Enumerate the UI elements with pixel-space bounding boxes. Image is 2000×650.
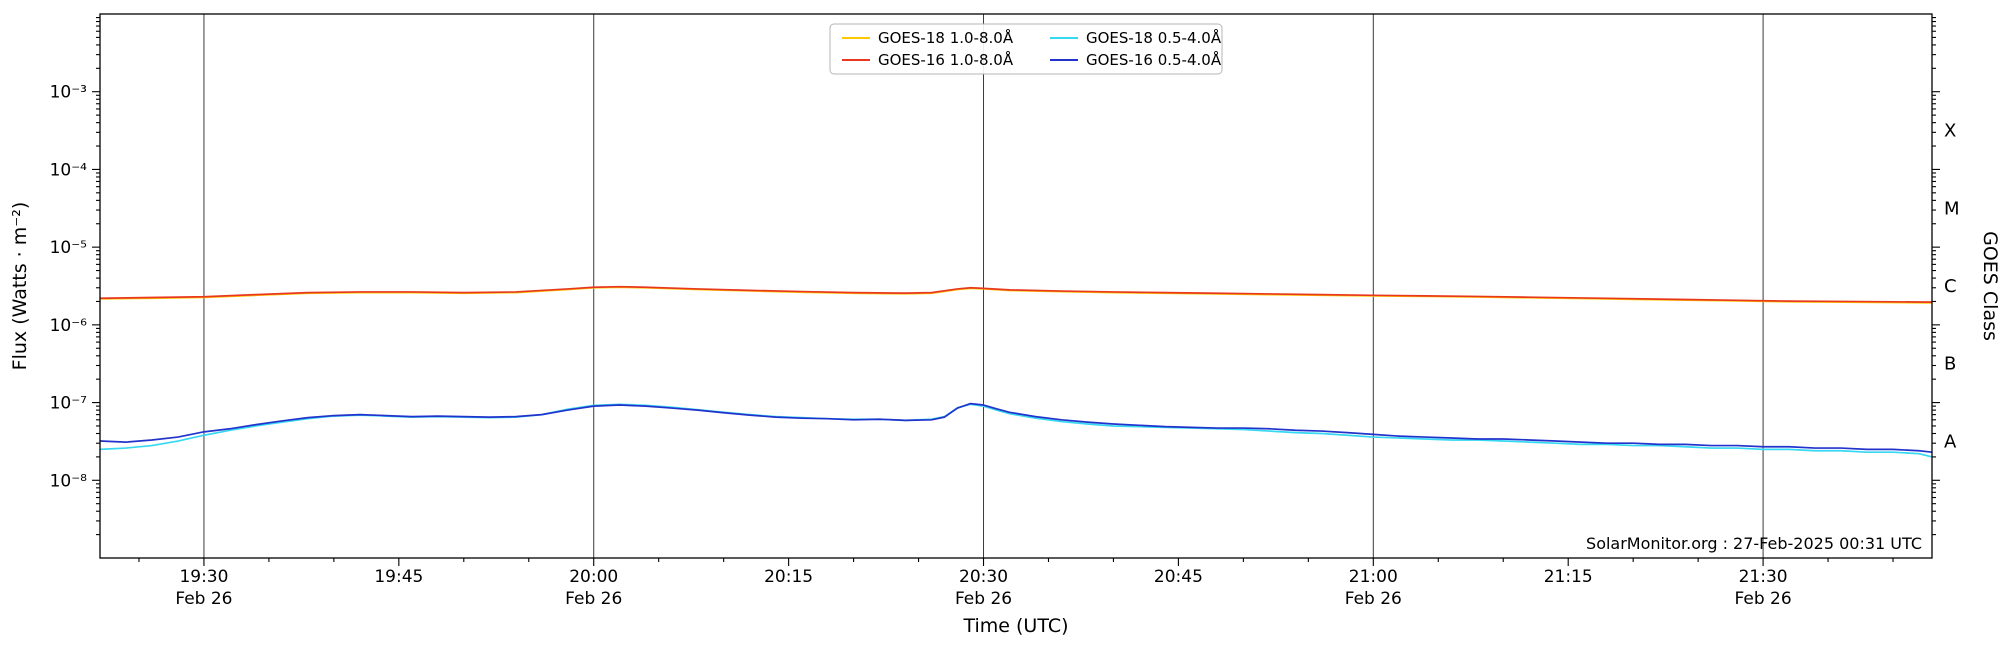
legend-label: GOES-18 0.5-4.0Å [1086, 28, 1222, 47]
x-axis-title: Time (UTC) [962, 615, 1068, 637]
y-tick-label: 10⁻⁴ [50, 160, 88, 180]
x-tick-label: 21:00 [1349, 567, 1398, 587]
legend-label: GOES-16 1.0-8.0Å [878, 50, 1014, 69]
x-tick-label: 21:15 [1544, 567, 1593, 587]
plot-border [99, 13, 1933, 559]
series-line [100, 402, 1932, 454]
series-line [100, 285, 1932, 303]
y-tick-label: 10⁻⁵ [50, 238, 87, 258]
y-tick-label: 10⁻⁶ [50, 316, 88, 336]
x-tick-date-label: Feb 26 [1345, 589, 1402, 609]
x-tick-label: 19:45 [374, 567, 423, 587]
x-tick-label: 20:45 [1154, 567, 1203, 587]
y-tick-label: 10⁻⁷ [50, 394, 88, 414]
x-tick-date-label: Feb 26 [1735, 589, 1792, 609]
series-line [100, 403, 1932, 458]
goes-class-letter: M [1944, 198, 1960, 219]
x-tick-date-label: Feb 26 [175, 589, 232, 609]
x-tick-label: 19:30 [179, 567, 228, 587]
legend-box [829, 23, 1223, 75]
x-tick-date-label: Feb 26 [955, 589, 1012, 609]
goes-class-labels: X M C B A [1944, 121, 1960, 453]
y-tick-label: 10⁻⁸ [50, 471, 88, 491]
axis-ticks [92, 17, 1940, 566]
goes-class-letter: X [1944, 121, 1956, 142]
x-tick-date-label: Feb 26 [565, 589, 622, 609]
goes-class-letter: A [1944, 431, 1957, 452]
x-tick-label: 20:30 [959, 567, 1008, 587]
x-tick-label: 20:15 [764, 567, 813, 587]
legend-label: GOES-18 1.0-8.0Å [878, 28, 1014, 47]
right-axis-title: GOES Class [1979, 231, 2000, 341]
y-tick-label: 10⁻³ [50, 83, 87, 103]
legend-label: GOES-16 0.5-4.0Å [1086, 50, 1222, 69]
x-tick-label: 20:00 [569, 567, 618, 587]
goes-class-letter: B [1944, 354, 1956, 375]
gridlines [203, 14, 1764, 558]
y-axis-title: Flux (Watts · m⁻²) [9, 202, 31, 371]
plot-frame [99, 13, 1933, 559]
goes-class-letter: C [1944, 276, 1957, 297]
legend: GOES-18 1.0-8.0Å GOES-16 1.0-8.0Å GOES-18 … [829, 23, 1223, 75]
series-lines [100, 285, 1932, 458]
x-tick-label: 21:30 [1739, 567, 1788, 587]
watermark-annotation: SolarMonitor.org : 27-Feb-2025 00:31 UTC [1586, 534, 1922, 553]
